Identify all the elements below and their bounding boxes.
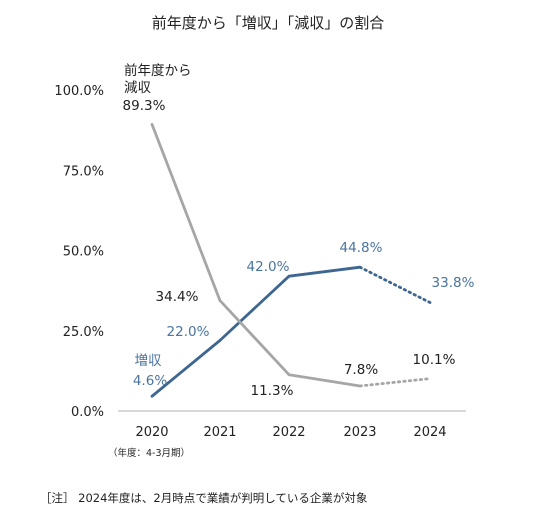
- series-label-decrease: 減収: [124, 79, 151, 96]
- x-tick-label: 2023: [343, 425, 376, 440]
- data-label-decrease: 11.3%: [251, 383, 294, 399]
- series-line-0: [150, 265, 362, 398]
- y-tick-label: 25.0%: [63, 325, 104, 340]
- y-tick-label: 75.0%: [63, 164, 104, 179]
- axes: 0.0% 25.0% 50.0% 75.0% 100.0% 2020 2021 2022 202…: [54, 84, 466, 440]
- data-labels: 4.6% 22.0% 42.0% 44.8% 33.8% 89.3% 34.4% 11.3% 7…: [123, 62, 475, 399]
- y-tick-label: 50.0%: [63, 245, 104, 260]
- y-tick-label: 0.0%: [71, 405, 104, 420]
- series-line-1: [150, 122, 362, 388]
- data-label-decrease: 7.8%: [344, 362, 378, 378]
- data-label-increase: 33.8%: [432, 275, 475, 291]
- x-tick-label: 2021: [203, 425, 236, 440]
- data-label-increase: 42.0%: [247, 259, 290, 275]
- data-label-increase: 44.8%: [340, 240, 383, 256]
- series-label-increase: 増収: [135, 353, 162, 369]
- footnote: ［注］ 2024年度は、2月時点で業績が判明している企業が対象: [40, 491, 368, 505]
- data-label-decrease: 10.1%: [413, 352, 456, 368]
- data-label-decrease: 34.4%: [156, 289, 199, 305]
- data-label-increase: 22.0%: [167, 324, 210, 340]
- series-projection-0: [358, 265, 432, 304]
- chart-title: 前年度から「増収」「減収」の割合: [151, 14, 385, 32]
- x-tick-label: 2020: [135, 425, 168, 440]
- data-label-decrease: 89.3%: [123, 98, 166, 114]
- series-label-decrease: 前年度から: [124, 62, 192, 79]
- fiscal-year-note: （年度：4-3月期）: [108, 448, 191, 459]
- y-tick-label: 100.0%: [54, 84, 104, 99]
- series-lines: [150, 122, 432, 398]
- x-tick-label: 2022: [272, 425, 305, 440]
- data-label-increase: 4.6%: [133, 373, 167, 389]
- x-tick-label: 2024: [413, 425, 446, 440]
- series-projection-1: [358, 377, 432, 388]
